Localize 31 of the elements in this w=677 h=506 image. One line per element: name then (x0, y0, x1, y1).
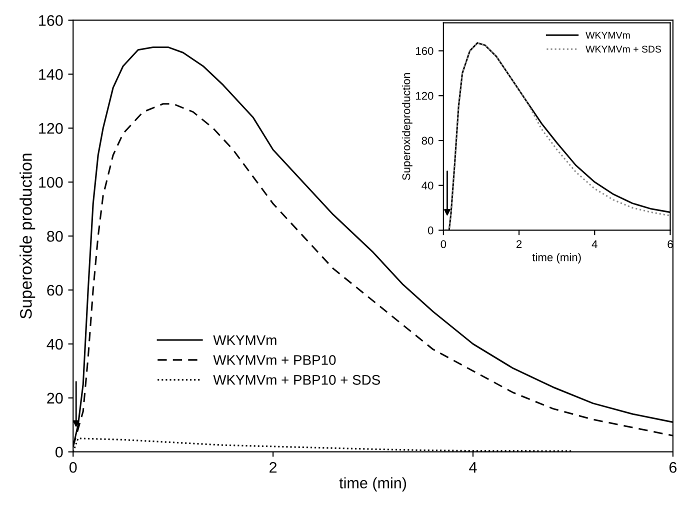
legend-label: WKYMVm (586, 32, 630, 39)
y-tick-label: 60 (47, 284, 63, 296)
x-axis-title: time (min) (339, 477, 406, 492)
legend-label: WKYMVm + PBP10 + SDS (213, 374, 380, 385)
y-tick-label: 100 (39, 176, 63, 188)
x-tick-label: 0 (69, 462, 77, 473)
y-axis-title: Superoxideproduction (402, 73, 412, 180)
x-tick-label: 6 (668, 240, 673, 248)
legend-label: WKYMVm (213, 335, 276, 345)
x-tick-label: 4 (469, 462, 477, 473)
x-tick-label: 2 (270, 462, 277, 473)
y-tick-label: 40 (422, 182, 434, 190)
y-tick-label: 120 (416, 92, 434, 100)
y-tick-label: 0 (55, 446, 63, 458)
y-tick-label: 20 (47, 392, 63, 404)
legend-label: WKYMVm + PBP10 (213, 355, 336, 365)
x-tick-label: 0 (440, 240, 446, 248)
y-tick-label: 160 (416, 47, 434, 55)
legend-label: WKYMVm + SDS (586, 46, 662, 53)
y-tick-label: 120 (39, 123, 63, 134)
x-tick-label: 2 (516, 240, 522, 248)
x-tick-label: 6 (669, 462, 677, 473)
y-axis-title: Superoxide production (20, 154, 36, 319)
y-tick-label: 140 (39, 69, 63, 80)
x-tick-label: 4 (592, 240, 598, 248)
y-tick-label: 160 (39, 15, 63, 26)
y-tick-label: 80 (47, 230, 63, 242)
y-tick-label: 80 (422, 136, 434, 145)
y-tick-label: 0 (428, 226, 434, 234)
y-tick-label: 40 (46, 338, 63, 350)
x-axis-title: time (min) (532, 253, 581, 264)
